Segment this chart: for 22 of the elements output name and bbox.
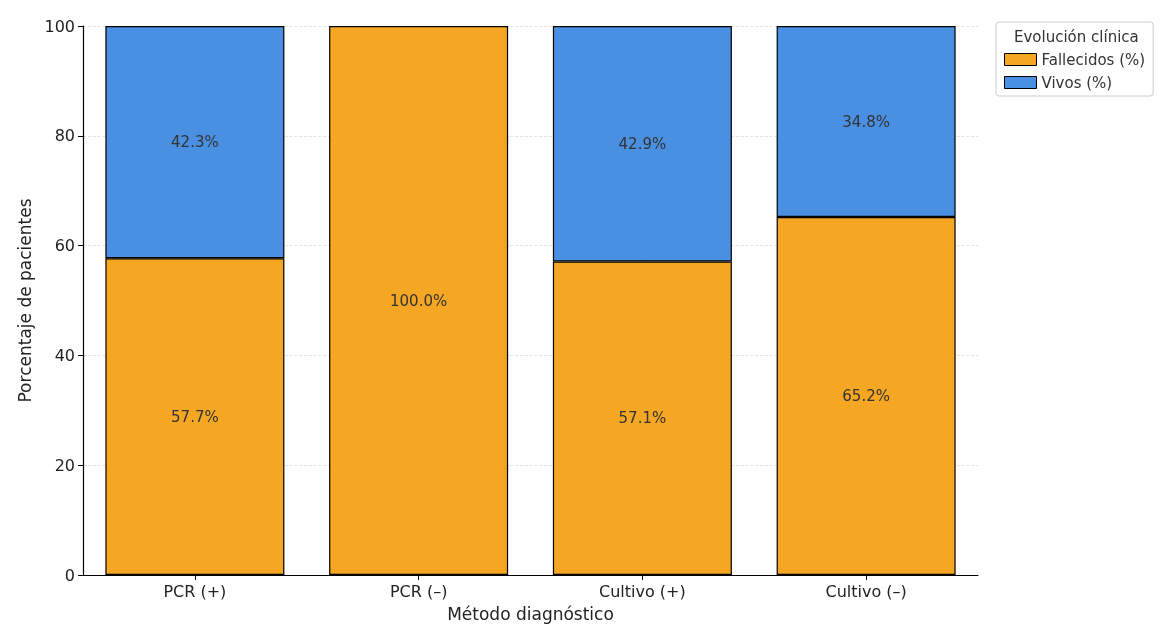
y-tick-label: 0 [64,565,75,585]
data-label: 42.9% [618,134,667,153]
data-label: 100.0% [390,291,448,310]
data-label: 65.2% [842,387,890,406]
data-label: 57.1% [618,409,667,428]
y-axis-title: Porcentaje de pacientes [14,198,35,403]
legend-label: Vivos (%) [1041,73,1113,92]
data-label: 42.3% [171,133,219,152]
legend-title: Evolución clínica [1014,27,1139,46]
y-tick-label: 20 [54,455,75,475]
y-tick-label: 100 [44,16,75,36]
legend-label: Fallecidos (%) [1041,50,1146,69]
x-tick-label: Cultivo (–) [825,581,907,601]
y-tick-label: 60 [54,236,75,256]
y-tick-label: 80 [54,126,75,146]
x-tick-label: PCR (+) [163,581,227,601]
x-tick-label: PCR (–) [389,581,448,601]
x-tick-label: Cultivo (+) [599,581,686,601]
data-label: 34.8% [842,112,890,131]
y-tick-label: 40 [54,345,75,365]
x-axis-title: Método diagnóstico [447,603,614,624]
data-label: 57.7% [171,407,219,426]
